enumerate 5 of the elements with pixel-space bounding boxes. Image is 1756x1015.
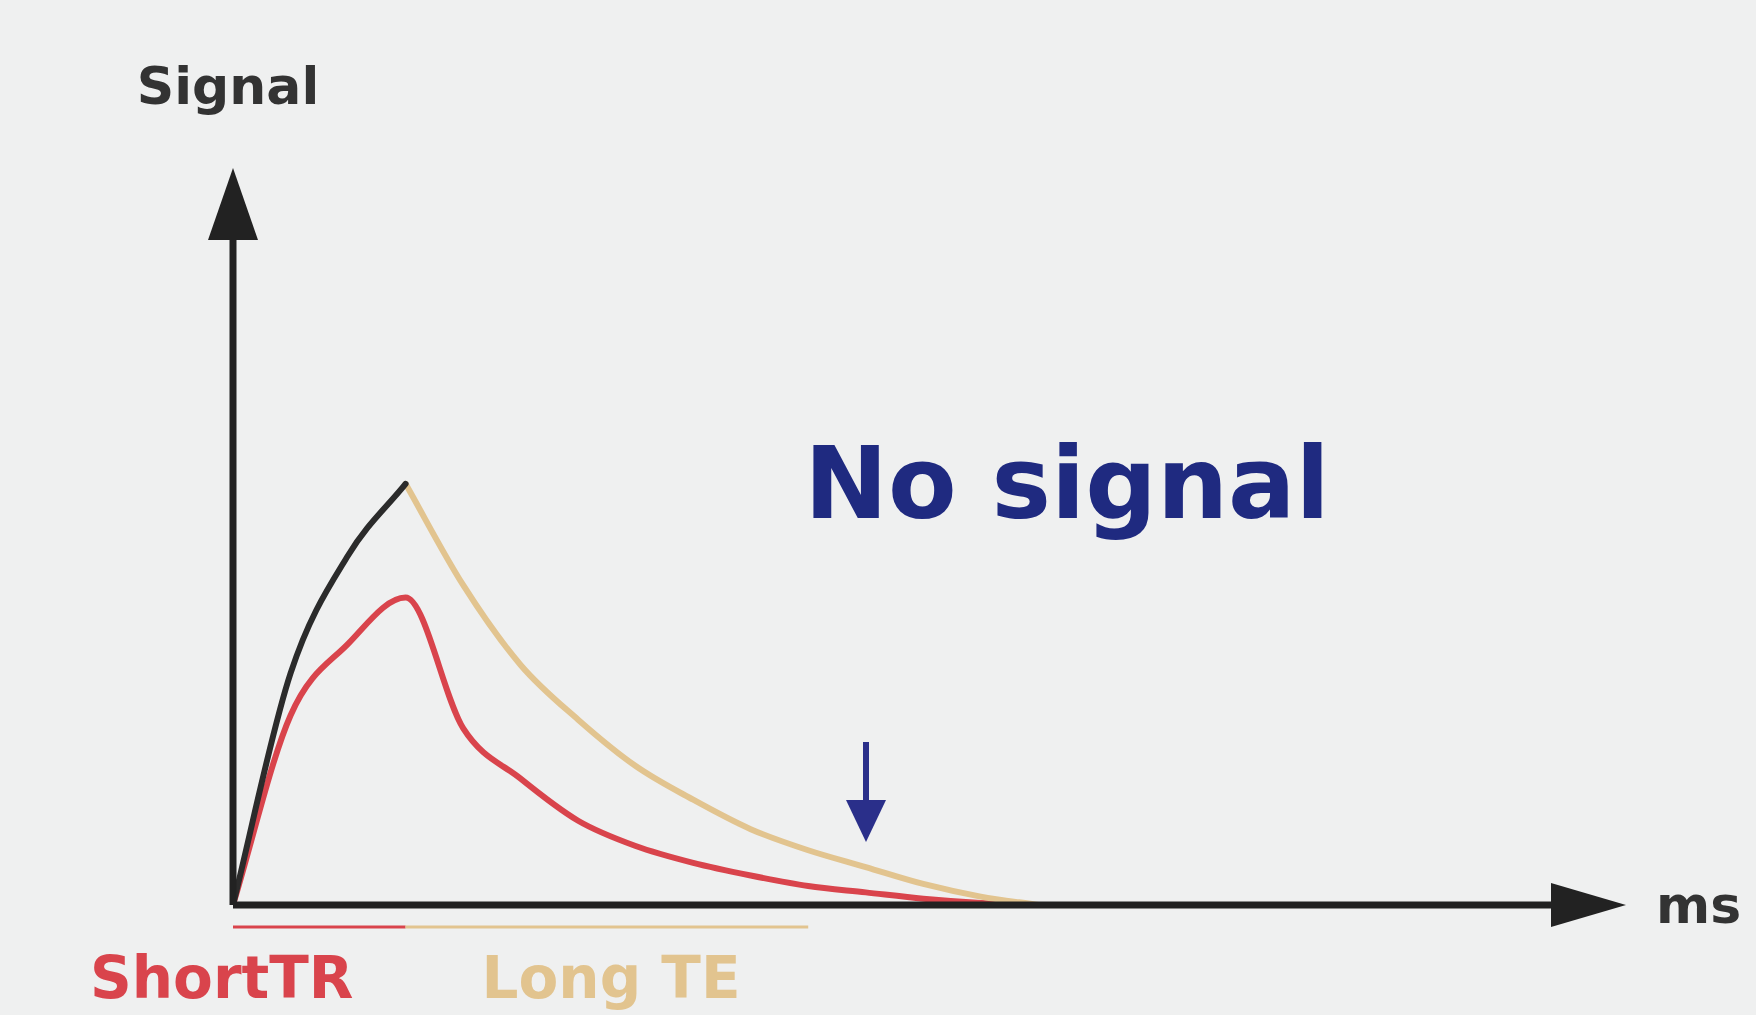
text: Signal bbox=[136, 55, 320, 116]
annotation: No signal bbox=[804, 425, 1330, 543]
text: Long TE bbox=[481, 944, 741, 1013]
text: ShortTR bbox=[90, 944, 354, 1013]
x-axis-title: ms bbox=[1656, 874, 1742, 935]
